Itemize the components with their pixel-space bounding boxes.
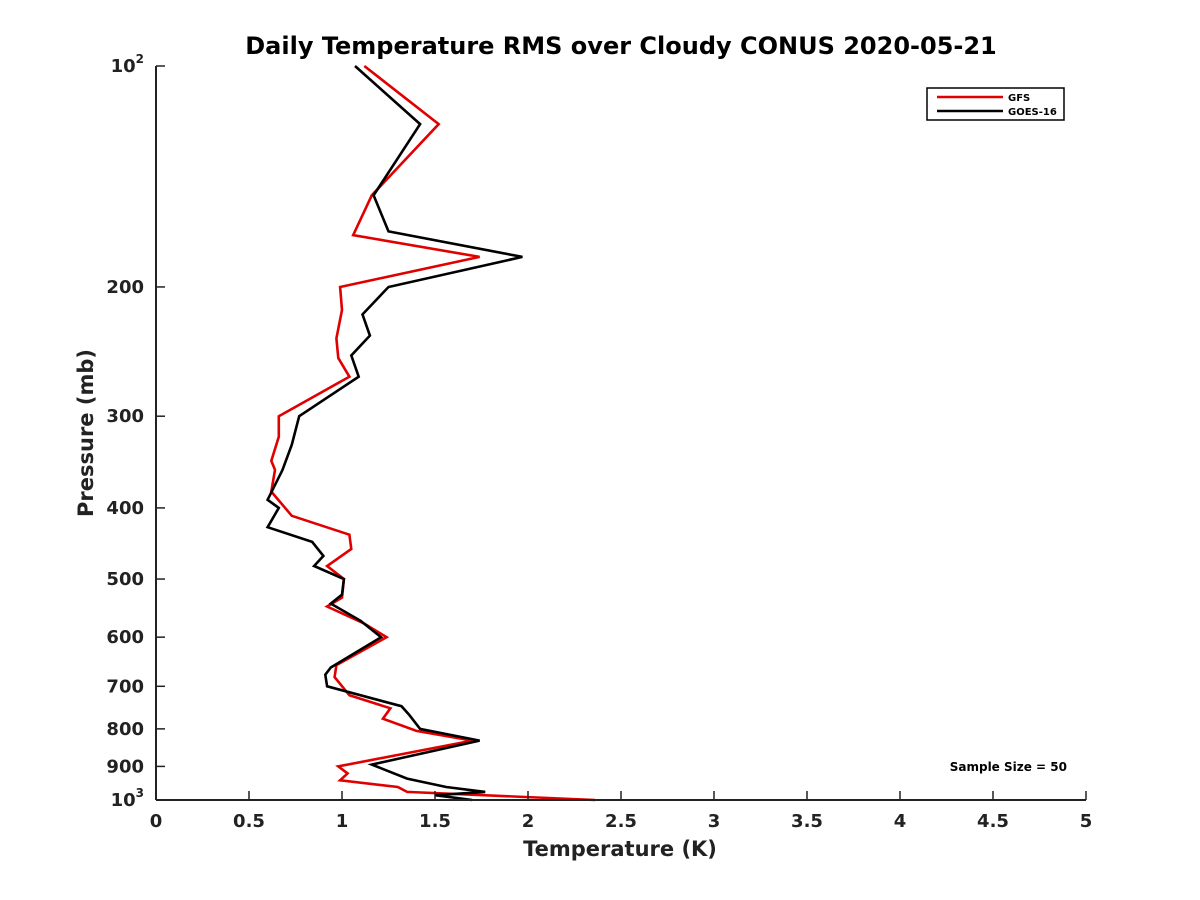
x-tick-label: 3 xyxy=(708,811,721,832)
legend: GFS GOES-16 xyxy=(926,87,1065,121)
series-line-gfs xyxy=(269,64,596,802)
y-tick-label: 400 xyxy=(106,498,144,519)
y-tick-label: 900 xyxy=(106,756,144,777)
legend-label-gfs: GFS xyxy=(1008,93,1030,104)
x-tick-label: 5 xyxy=(1080,811,1093,832)
y-tick-label: 500 xyxy=(106,569,144,590)
x-tick-label: 1.5 xyxy=(419,811,451,832)
x-axis-label: Temperature (K) xyxy=(523,837,717,861)
x-tick-label: 0.5 xyxy=(233,811,265,832)
y-tick-label: 200 xyxy=(106,277,144,298)
x-tick-label: 0 xyxy=(150,811,163,832)
y-tick-label: 800 xyxy=(106,719,144,740)
chart-title: Daily Temperature RMS over Cloudy CONUS … xyxy=(245,32,997,60)
x-tick-label: 3.5 xyxy=(791,811,823,832)
x-tick-label: 2 xyxy=(522,811,535,832)
x-tick-label: 4.5 xyxy=(977,811,1009,832)
sample-size-annotation: Sample Size = 50 xyxy=(950,760,1067,774)
y-tick-exponent: 3 xyxy=(136,786,144,800)
y-tick-label: 300 xyxy=(106,406,144,427)
y-tick-label: 600 xyxy=(106,627,144,648)
y-tick-label: 102 xyxy=(111,52,144,77)
series-layer xyxy=(265,64,596,802)
y-tick-label: 103 xyxy=(111,786,144,811)
x-tick-label: 1 xyxy=(336,811,349,832)
legend-box xyxy=(926,87,1065,121)
y-axis-label: Pressure (mb) xyxy=(74,349,98,517)
y-tick-base: 10 xyxy=(111,790,136,811)
ticks-layer: 0 0.5 1 1.5 2 2.5 3 3.5 4 4.5 51022003004005006007… xyxy=(106,52,1092,832)
legend-label-goes16: GOES-16 xyxy=(1008,107,1057,118)
series-line-goes-16 xyxy=(265,65,523,802)
y-tick-base: 10 xyxy=(111,56,136,77)
y-tick-exponent: 2 xyxy=(136,52,144,66)
y-tick-label: 700 xyxy=(106,676,144,697)
x-tick-label: 2.5 xyxy=(605,811,637,832)
x-tick-label: 4 xyxy=(894,811,907,832)
